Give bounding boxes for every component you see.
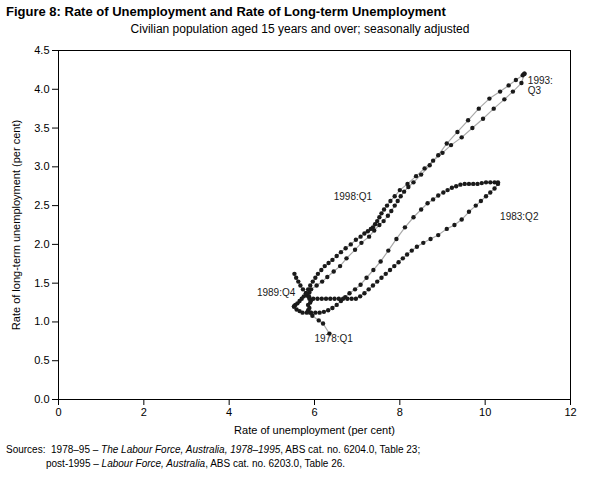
html-text:Figure 8: Rate of Unemployment: Figure 8: Rate of Unemployment and Rate … bbox=[6, 4, 446, 19]
svg-text:2.0: 2.0 bbox=[34, 238, 49, 250]
svg-text:12: 12 bbox=[564, 406, 576, 418]
svg-text:1.0: 1.0 bbox=[34, 315, 49, 327]
svg-text:Rate of long-term unemployment: Rate of long-term unemployment (per cent… bbox=[10, 120, 22, 330]
svg-text:1.5: 1.5 bbox=[34, 277, 49, 289]
svg-text:4.5: 4.5 bbox=[34, 44, 49, 56]
svg-text:2.5: 2.5 bbox=[34, 199, 49, 211]
svg-text:1998:Q1: 1998:Q1 bbox=[334, 191, 373, 202]
svg-text:8: 8 bbox=[397, 406, 403, 418]
html-text:Sources: 1978–95 – The Labour: Sources: 1978–95 – The Labour Force, Aus… bbox=[6, 444, 421, 455]
svg-text:10: 10 bbox=[479, 406, 491, 418]
svg-text:1989:Q4: 1989:Q4 bbox=[257, 287, 296, 298]
svg-text:0: 0 bbox=[55, 406, 61, 418]
svg-text:1993:Q3: 1993:Q3 bbox=[528, 75, 553, 96]
svg-text:0.0: 0.0 bbox=[34, 393, 49, 405]
svg-text:2: 2 bbox=[141, 406, 147, 418]
svg-text:0.5: 0.5 bbox=[34, 354, 49, 366]
svg-text:1978:Q1: 1978:Q1 bbox=[315, 333, 354, 344]
svg-text:Rate of unemployment (per cent: Rate of unemployment (per cent) bbox=[234, 424, 395, 436]
svg-text:6: 6 bbox=[311, 406, 317, 418]
svg-text:4: 4 bbox=[226, 406, 232, 418]
html-text:post-1995 – Labour Force, Aust: post-1995 – Labour Force, Australia, ABS… bbox=[46, 458, 346, 469]
html-text:Civilian population aged 15 ye: Civilian population aged 15 years and ov… bbox=[130, 22, 470, 36]
svg-text:3.5: 3.5 bbox=[34, 122, 49, 134]
svg-text:1983:Q2: 1983:Q2 bbox=[500, 211, 539, 222]
svg-text:3.0: 3.0 bbox=[34, 160, 49, 172]
svg-text:4.0: 4.0 bbox=[34, 83, 49, 95]
